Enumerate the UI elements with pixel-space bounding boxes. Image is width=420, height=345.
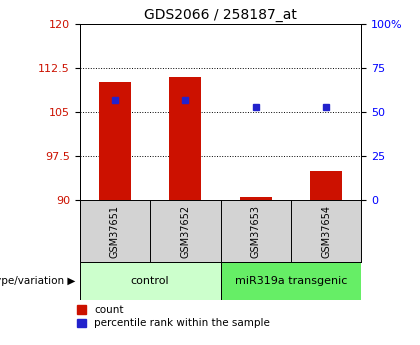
Legend: count, percentile rank within the sample: count, percentile rank within the sample: [76, 305, 270, 328]
Text: GSM37651: GSM37651: [110, 205, 120, 258]
Text: miR319a transgenic: miR319a transgenic: [235, 276, 347, 286]
Bar: [170, 77, 201, 200]
Bar: [310, 171, 342, 200]
Title: GDS2066 / 258187_at: GDS2066 / 258187_at: [144, 8, 297, 22]
Bar: [240, 197, 271, 200]
Text: control: control: [131, 276, 169, 286]
Bar: [99, 82, 131, 200]
Text: genotype/variation ▶: genotype/variation ▶: [0, 276, 76, 286]
Bar: [80, 262, 220, 300]
Text: GSM37652: GSM37652: [180, 205, 190, 258]
Bar: [220, 262, 361, 300]
Text: GSM37653: GSM37653: [251, 205, 261, 258]
Text: GSM37654: GSM37654: [321, 205, 331, 258]
